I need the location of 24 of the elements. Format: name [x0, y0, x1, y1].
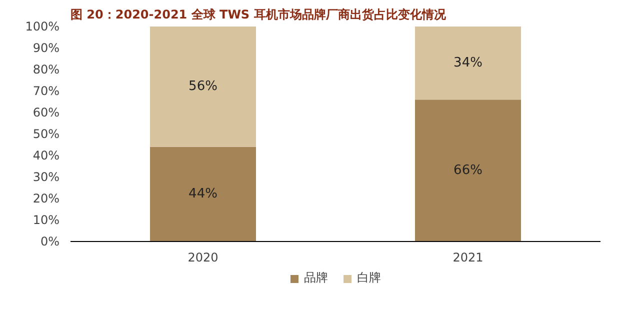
- bar: [415, 26, 521, 100]
- y-tick-label: 80%: [32, 62, 60, 76]
- bar: [150, 146, 256, 242]
- legend-label: 白牌: [357, 270, 381, 286]
- y-tick-label: 0%: [40, 234, 60, 248]
- y-tick-label: 50%: [32, 127, 60, 141]
- legend-label: 品牌: [304, 270, 328, 286]
- data-label: 44%: [188, 186, 218, 202]
- y-tick-label: 10%: [32, 213, 60, 227]
- y-tick-label: 70%: [32, 84, 60, 98]
- y-tick-label: 90%: [32, 41, 60, 55]
- y-tick-label: 60%: [32, 106, 60, 120]
- x-tick-label: 2020: [188, 250, 218, 264]
- y-tick-label: 30%: [32, 170, 60, 184]
- data-label: 56%: [188, 79, 218, 94]
- x-tick-label: 2021: [452, 250, 484, 264]
- bar: [150, 26, 256, 147]
- data-label: 34%: [454, 56, 482, 71]
- data-label: 66%: [454, 163, 482, 178]
- y-tick-label: 100%: [25, 20, 60, 34]
- y-tick-label: 20%: [32, 192, 60, 206]
- y-tick-label: 40%: [32, 148, 60, 162]
- bar: [415, 100, 521, 242]
- chart-title: 图 20：2020-2021 全球 TWS 耳机市场品牌厂商出货占比变化情况: [70, 8, 447, 22]
